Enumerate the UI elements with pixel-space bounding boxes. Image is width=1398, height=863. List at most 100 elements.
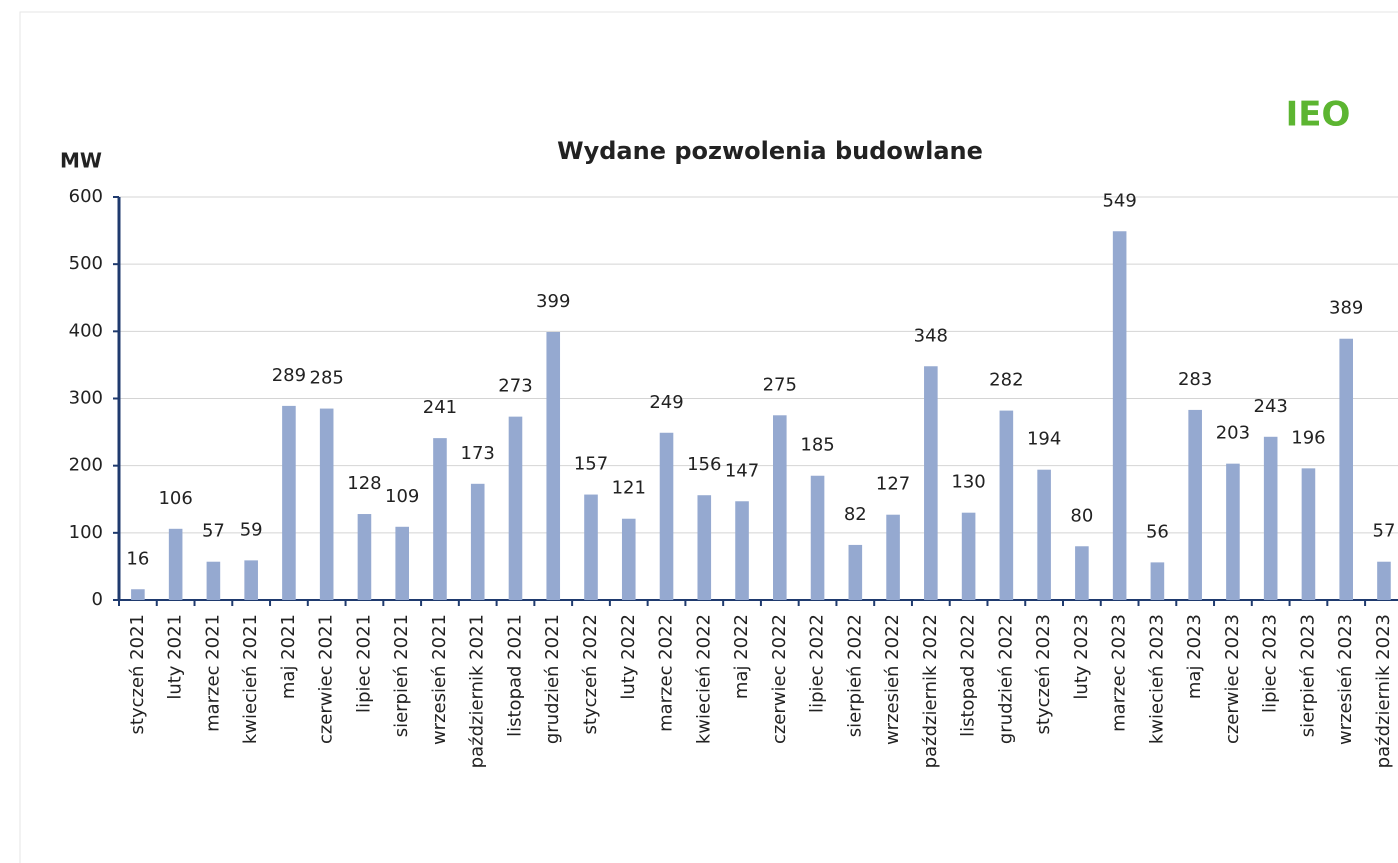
y-tick-label: 100	[69, 522, 103, 543]
bar	[886, 514, 900, 600]
x-tick-label: wrzesień 2022	[882, 614, 903, 745]
bar	[319, 408, 334, 600]
x-tick-label: styczeń 2022	[580, 614, 601, 734]
data-label: 196	[1291, 427, 1325, 448]
x-tick-label: luty 2022	[618, 614, 639, 700]
x-tick-label: luty 2023	[1071, 614, 1092, 700]
data-label: 56	[1146, 521, 1169, 542]
x-tick-label: czerwiec 2023	[1222, 614, 1243, 744]
bar	[773, 415, 787, 600]
x-tick-label: lipiec 2022	[807, 614, 828, 713]
x-tick-label: listopad 2022	[958, 614, 979, 737]
x-tick-label: grudzień 2021	[542, 614, 563, 744]
bar	[433, 438, 447, 600]
bar	[206, 561, 221, 600]
bar	[1188, 409, 1202, 600]
x-tick-label: październik 2022	[920, 614, 941, 768]
x-tick-label: luty 2021	[165, 614, 186, 700]
data-label: 82	[844, 504, 867, 525]
bar	[282, 405, 296, 600]
x-tick-label: wrzesień 2021	[429, 614, 450, 745]
bar	[1226, 463, 1240, 600]
x-tick-label: listopad 2021	[504, 614, 525, 737]
y-tick-label: 500	[69, 253, 103, 274]
data-label: 121	[612, 478, 646, 499]
bar	[810, 475, 825, 600]
x-tick-label: maj 2021	[278, 614, 299, 699]
chart-title: Wydane pozwolenia budowlane	[557, 137, 983, 165]
x-tick-label: grudzień 2022	[995, 614, 1016, 744]
bar	[1377, 561, 1391, 600]
x-tick-label: marzec 2023	[1109, 614, 1130, 732]
bar	[999, 410, 1014, 600]
x-tick-label: maj 2022	[731, 614, 752, 699]
x-tick-label: styczeń 2023	[1033, 614, 1054, 734]
y-tick-label: 400	[69, 320, 103, 341]
bar	[848, 544, 863, 600]
data-label: 185	[800, 435, 834, 456]
x-tick-label: marzec 2022	[656, 614, 677, 732]
frame	[19, 11, 1398, 863]
bar	[1037, 469, 1051, 600]
bar	[131, 589, 145, 600]
x-tick-label: czerwiec 2021	[316, 614, 337, 744]
data-label: 16	[126, 548, 149, 569]
bar	[470, 483, 485, 600]
x-tick-label: październik 2023	[1373, 614, 1394, 768]
data-label: 241	[423, 397, 457, 418]
bar	[659, 432, 674, 600]
data-label: 549	[1102, 190, 1136, 211]
x-tick-label: sierpień 2023	[1297, 614, 1318, 737]
x-tick-label: marzec 2021	[202, 614, 223, 732]
bar	[697, 495, 712, 600]
bar	[924, 366, 938, 600]
bar	[357, 514, 372, 600]
bar	[508, 416, 523, 600]
data-label: 348	[914, 325, 948, 346]
y-tick-label: 200	[69, 455, 103, 476]
bar	[546, 332, 561, 600]
bar	[244, 560, 258, 600]
bar	[1150, 562, 1165, 600]
bar	[168, 528, 183, 600]
bar	[395, 526, 409, 600]
x-tick-label: kwiecień 2023	[1146, 614, 1167, 744]
y-tick-label: 300	[69, 388, 103, 409]
x-tick-label: lipiec 2021	[353, 614, 374, 713]
x-tick-label: lipiec 2023	[1260, 614, 1281, 713]
x-tick-label: sierpień 2022	[844, 614, 865, 737]
bar	[735, 501, 749, 600]
data-label: 127	[876, 474, 910, 495]
y-axis-label: MW	[60, 149, 102, 173]
x-tick-label: czerwiec 2022	[769, 614, 790, 744]
bar	[1263, 436, 1278, 600]
data-label: 157	[574, 454, 608, 475]
data-label: 283	[1178, 369, 1212, 390]
x-tick-label: styczeń 2021	[127, 614, 148, 734]
data-label: 173	[461, 443, 495, 464]
data-label: 147	[725, 460, 759, 481]
x-tick-label: maj 2023	[1184, 614, 1205, 699]
data-label: 194	[1027, 429, 1061, 450]
data-label: 57	[1373, 521, 1396, 542]
x-tick-label: wrzesień 2023	[1335, 614, 1356, 745]
data-label: 275	[763, 374, 797, 395]
data-label: 109	[385, 486, 419, 507]
data-label: 389	[1329, 298, 1363, 319]
data-label: 59	[240, 519, 263, 540]
y-tick-label: 600	[69, 186, 103, 207]
bar	[1301, 468, 1316, 600]
logo: IEO	[1286, 95, 1351, 135]
data-label: 130	[951, 472, 985, 493]
data-label: 128	[347, 473, 381, 494]
x-tick-label: kwiecień 2021	[240, 614, 261, 744]
data-label: 156	[687, 454, 721, 475]
data-label: 249	[649, 392, 683, 413]
y-tick-label: 0	[92, 589, 103, 610]
data-label: 57	[202, 521, 225, 542]
data-label: 203	[1216, 423, 1250, 444]
data-label: 243	[1254, 396, 1288, 417]
bar	[961, 512, 976, 600]
x-tick-label: sierpień 2021	[391, 614, 412, 737]
